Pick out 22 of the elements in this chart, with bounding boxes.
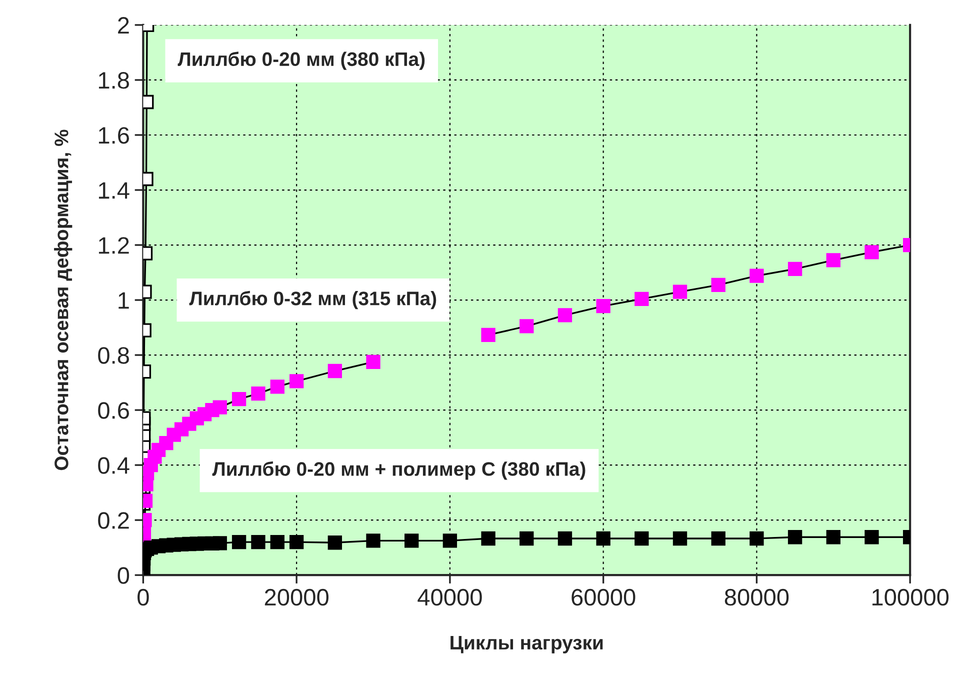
y-tick-label: 0.8 [98,347,129,364]
annotation: Лиллбю 0-20 мм (380 кПа) [178,52,425,70]
annotation: Лиллбю 0-32 мм (315 кПа) [189,290,436,310]
y-tick-label: 1 [118,292,129,309]
x-axis-title: Циклы нагрузки [450,636,603,654]
y-tick-label: 1.6 [98,127,129,144]
x-tick-label: 100000 [872,588,949,606]
x-tick-label: 40000 [418,588,482,606]
y-tick-label: 1.4 [98,182,130,199]
x-tick-label: 60000 [572,588,636,606]
x-tick-label: 20000 [264,588,328,606]
y-tick-label: 0.2 [98,512,129,529]
y-axis-title: Остаточная осевая деформация, % [54,130,72,470]
x-tick-label: 0 [138,588,149,606]
annotation: Лиллбю 0-20 мм + полимер С (380 кПа) [212,461,586,480]
y-tick-label: 0.6 [98,402,129,419]
y-tick-label: 0 [118,567,130,584]
y-tick-label: 1.8 [98,72,129,89]
y-tick-label: 0.4 [98,457,130,474]
x-tick-label: 80000 [724,588,789,606]
y-tick-label: 2 [118,17,129,34]
y-tick-label: 1.2 [98,237,129,254]
